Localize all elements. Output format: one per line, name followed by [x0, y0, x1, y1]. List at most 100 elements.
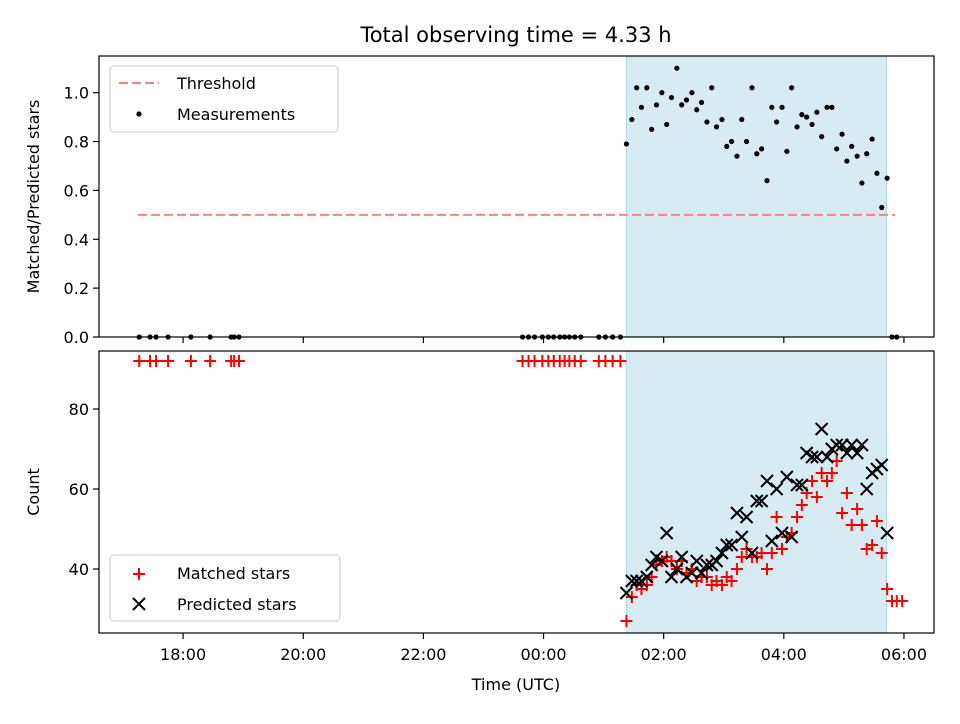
count-x-ticks: 18:00 20:00 22:00 00:00 02:00 04:00 06:00 — [160, 633, 927, 664]
y-tick-label: 40 — [69, 560, 89, 579]
y-tick-label: 60 — [69, 480, 89, 499]
predicted-star-point — [694, 566, 709, 580]
measurement-point — [819, 134, 825, 140]
matched-star-point — [150, 355, 163, 367]
predicted-star-point — [644, 558, 659, 572]
predicted-star-point — [820, 450, 834, 464]
predicted-star-point — [840, 446, 854, 460]
predicted-star-point — [685, 566, 699, 580]
measurement-point — [789, 85, 795, 91]
matched-star-point — [875, 547, 888, 559]
measurement-point — [829, 104, 835, 110]
measurement-point — [758, 146, 765, 152]
x-tick-label: 18:00 — [160, 645, 206, 664]
x-tick-label: 22:00 — [400, 645, 446, 664]
predicted-star-point — [640, 570, 654, 584]
matched-star-point — [896, 595, 909, 607]
measurement-point — [749, 85, 755, 91]
measurement-point — [623, 141, 630, 147]
measurement-point — [799, 112, 805, 118]
measurement-point — [709, 85, 715, 91]
measurement-point — [869, 136, 875, 142]
y-tick-label: 0.0 — [64, 328, 89, 347]
predicted-star-point — [784, 530, 799, 544]
predicted-star-point — [720, 538, 734, 552]
y-tick-label: 0.8 — [64, 133, 89, 152]
measurement-point — [844, 158, 850, 164]
measurement-point — [864, 151, 870, 157]
observing-span-ratio — [625, 55, 888, 338]
predicted-star-point — [625, 574, 639, 588]
predicted-star-point — [765, 534, 779, 548]
predicted-star-point — [750, 494, 764, 508]
measurement-point — [664, 121, 670, 128]
chart-title: Total observing time = 4.33 h — [359, 23, 671, 47]
measurement-point — [739, 116, 745, 123]
measurement-point — [638, 104, 645, 110]
measurement-point — [704, 119, 710, 125]
x-tick-label: 06:00 — [881, 645, 927, 664]
matched-star-point — [725, 575, 738, 587]
y-tick-label: 0.2 — [64, 279, 89, 298]
matched-star-point — [830, 455, 843, 467]
measurement-point — [859, 180, 865, 186]
predicted-star-point — [814, 422, 829, 436]
ratio-x-ticks — [182, 337, 905, 343]
matched-star-point — [133, 355, 146, 367]
measurement-point — [694, 107, 700, 113]
matched-star-point — [845, 519, 858, 531]
measurement-point — [884, 175, 890, 181]
matched-star-point — [715, 579, 728, 591]
predicted-star-point — [805, 450, 819, 464]
matched-star-point — [815, 467, 828, 479]
matched-star-point — [851, 503, 864, 515]
measurement-point — [734, 153, 740, 159]
measurement-point — [774, 119, 780, 125]
x-tick-label: 02:00 — [641, 645, 687, 664]
ratio-y-ticks: 0.0 0.2 0.4 0.6 0.8 1.0 — [64, 84, 99, 347]
matched-star-point — [855, 519, 868, 531]
predicted-star-point — [775, 526, 789, 540]
measurement-point — [804, 114, 810, 120]
matched-star-point — [735, 551, 748, 563]
x-axis-label: Time (UTC) — [471, 675, 560, 694]
predicted-star-point — [875, 458, 889, 472]
y-tick-label: 1.0 — [64, 84, 89, 103]
ratio-panel: 0.0 0.2 0.4 0.6 0.8 1.0 Matched/Predicted sta… — [24, 55, 935, 347]
measurement-point — [698, 99, 705, 106]
predicted-star-point — [790, 478, 804, 492]
measurement-point — [679, 102, 685, 108]
predicted-star-point — [670, 562, 684, 576]
matched-star-point — [620, 615, 633, 627]
ratio-legend: Threshold Measurements — [109, 65, 339, 133]
predicted-star-point — [659, 526, 674, 540]
predicted-star-point — [860, 482, 874, 496]
measurement-point — [879, 204, 885, 211]
predicted-star-point — [835, 438, 849, 452]
measurement-point — [794, 124, 800, 130]
predicted-star-point — [855, 438, 869, 452]
matched-star-point — [866, 539, 879, 551]
count-panel: 40 60 80 18:00 20:00 22:00 00:00 02:00 04:00 06:… — [24, 350, 935, 664]
predicted-star-point — [629, 574, 644, 588]
matched-star-point — [836, 507, 849, 519]
matched-star-point — [232, 355, 245, 367]
predicted-star-point — [795, 478, 809, 492]
predicted-star-point — [674, 550, 689, 564]
measurement-point — [674, 65, 680, 71]
count-y-label: Count — [24, 468, 43, 516]
matched-star-point — [574, 355, 587, 367]
matched-star-point — [755, 547, 768, 559]
measurement-point — [824, 104, 830, 110]
measurement-point — [839, 131, 845, 137]
measurement-point — [689, 90, 695, 96]
legend-matched-swatch — [133, 568, 145, 580]
measurement-point — [849, 143, 855, 150]
predicted-star-point — [769, 482, 784, 496]
predicted-star-point — [664, 570, 679, 584]
predicted-star-point — [760, 474, 774, 488]
matched-star-point — [840, 487, 853, 499]
predicted-star-point — [844, 438, 859, 452]
matched-star-point — [881, 583, 894, 595]
